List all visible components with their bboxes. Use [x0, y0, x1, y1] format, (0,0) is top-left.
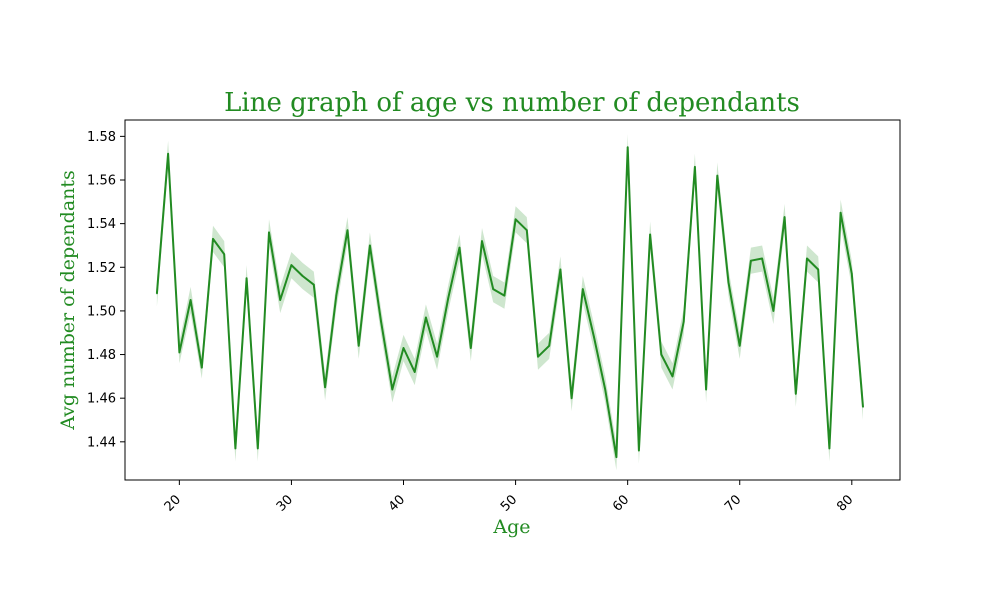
data-point — [492, 288, 494, 290]
data-point — [660, 353, 663, 356]
y-tick-label: 1.52 — [87, 261, 116, 276]
data-point — [851, 273, 853, 275]
plot-frame — [124, 119, 901, 481]
data-point — [593, 336, 595, 338]
data-point — [582, 288, 584, 290]
y-axis: 1.44 1.46 1.48 1.50 1.52 1.54 1.56 1.58 — [87, 130, 125, 450]
data-point — [525, 229, 528, 231]
y-tick-label: 1.44 — [87, 435, 116, 450]
plot-area — [155, 134, 864, 471]
data-point — [189, 299, 192, 301]
data-point — [559, 268, 562, 271]
data-point — [402, 347, 405, 349]
data-point — [817, 268, 819, 271]
data-point — [436, 355, 438, 358]
data-point — [380, 321, 382, 323]
y-tick-label: 1.58 — [87, 130, 116, 145]
data-point — [794, 393, 797, 395]
data-point — [447, 297, 450, 299]
data-point — [716, 174, 719, 177]
chart-title: Line graph of age vs number of dependant… — [224, 88, 800, 118]
data-point — [212, 238, 214, 240]
data-point — [772, 310, 775, 312]
data-point — [156, 292, 158, 295]
data-point — [694, 166, 696, 168]
y-tick-label: 1.54 — [87, 217, 116, 232]
x-axis-label: Age — [492, 516, 530, 538]
y-tick-label: 1.50 — [87, 304, 116, 319]
y-tick-label: 1.46 — [87, 392, 116, 407]
data-point — [425, 316, 427, 319]
data-point — [178, 351, 181, 354]
data-point — [290, 264, 293, 266]
data-point — [223, 253, 225, 255]
data-point — [750, 259, 752, 262]
data-point — [458, 246, 461, 249]
data-point — [357, 345, 360, 347]
data-point — [705, 388, 707, 391]
data-point — [638, 449, 640, 452]
data-point — [469, 347, 472, 349]
data-point — [313, 283, 315, 286]
data-point — [626, 146, 629, 149]
data-point — [167, 153, 169, 155]
data-point — [862, 406, 864, 408]
data-point — [503, 294, 506, 297]
data-point — [604, 388, 607, 391]
data-point — [615, 456, 618, 458]
data-point — [514, 218, 517, 221]
y-tick-label: 1.56 — [87, 174, 116, 189]
data-point — [200, 366, 203, 369]
data-point — [806, 257, 808, 260]
data-point — [481, 240, 483, 242]
data-point — [245, 277, 248, 279]
data-point — [324, 386, 326, 389]
data-point — [649, 233, 651, 236]
data-point — [279, 299, 282, 301]
data-point — [346, 229, 349, 231]
data-point — [234, 447, 237, 450]
data-point — [268, 231, 270, 234]
data-point — [828, 447, 831, 450]
data-point — [537, 355, 539, 358]
data-point — [761, 257, 763, 260]
data-point — [257, 447, 259, 450]
data-point — [570, 397, 573, 399]
y-axis-label: Avg number of dependants — [57, 170, 79, 431]
data-point — [335, 294, 338, 297]
data-point — [413, 371, 416, 373]
data-point — [391, 388, 394, 391]
y-tick-label: 1.48 — [87, 348, 116, 363]
data-point — [839, 211, 842, 214]
data-point — [369, 244, 371, 247]
series-line — [155, 146, 864, 459]
data-point — [301, 275, 304, 277]
data-point — [682, 321, 685, 323]
data-points — [156, 146, 864, 458]
data-point — [548, 345, 551, 347]
data-point — [738, 345, 741, 347]
data-point — [783, 216, 786, 218]
data-point — [727, 281, 730, 284]
data-point — [671, 375, 674, 378]
